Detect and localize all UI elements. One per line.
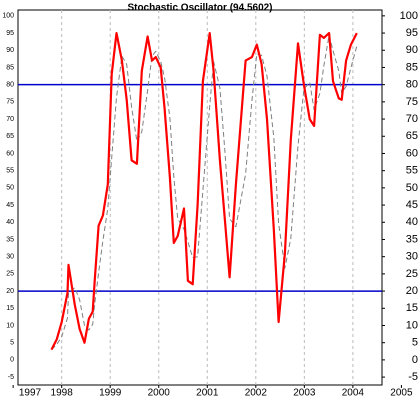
y-tick-label-left: 85: [6, 64, 14, 71]
y-tick-label-right: 85: [406, 61, 418, 73]
y-tick-label-left: 5: [10, 340, 14, 347]
x-tick-label: 2001: [196, 388, 219, 399]
y-tick-label-right: 75: [406, 96, 418, 108]
x-tick-label: 2003: [293, 388, 316, 399]
x-tick-label: 2000: [148, 388, 171, 399]
y-tick-label-right: 70: [406, 113, 418, 125]
y-tick-label-right: 35: [406, 233, 418, 245]
x-tick-label: 2005: [390, 388, 413, 399]
y-tick-label-right: 55: [406, 165, 418, 177]
series-line: [51, 34, 358, 350]
y-tick-label-right: 5: [412, 337, 418, 349]
series-line: [50, 32, 358, 351]
y-tick-label-left: 60: [6, 150, 14, 157]
y-tick-label-left: 30: [6, 254, 14, 261]
x-tick-label: 1998: [51, 388, 74, 399]
y-tick-label-left: 40: [6, 219, 14, 226]
plot-frame: [17, 9, 383, 386]
y-tick-label-right: 95: [406, 27, 418, 39]
y-tick-label-left: 90: [6, 47, 14, 54]
x-tick-label: 1997: [19, 388, 42, 399]
y-tick-label-right: 20: [406, 285, 418, 297]
y-tick-label-left: 0: [10, 357, 14, 364]
y-tick-label-left: 10: [6, 322, 14, 329]
y-tick-label-left: 35: [6, 236, 14, 243]
x-tick-label: 2004: [342, 388, 365, 399]
y-tick-label-right: 0: [412, 354, 418, 366]
y-tick-label-right: 10: [406, 319, 418, 331]
y-tick-label-right: 40: [406, 216, 418, 228]
y-tick-label-left: 75: [6, 99, 14, 106]
y-tick-label-right: 45: [406, 199, 418, 211]
y-tick-label-right: 15: [406, 302, 418, 314]
y-tick-label-left: 80: [6, 81, 14, 88]
y-tick-label-left: 25: [6, 271, 14, 278]
y-tick-label-left: 20: [6, 288, 14, 295]
y-tick-label-right: 80: [406, 79, 418, 91]
y-tick-label-right: 50: [406, 182, 418, 194]
y-tick-label-right: 65: [406, 130, 418, 142]
y-tick-label-left: -5: [8, 374, 14, 381]
y-tick-label-left: 65: [6, 133, 14, 140]
x-tick-label: 1999: [99, 388, 122, 399]
y-tick-label-left: 15: [6, 305, 14, 312]
y-tick-label-right: -5: [408, 371, 418, 383]
chart-title: Stochastic Oscillator (94.5602): [127, 3, 272, 14]
x-tick-label: 2002: [245, 388, 268, 399]
y-tick-label-left: 70: [6, 116, 14, 123]
y-tick-label-right: 30: [406, 251, 418, 263]
y-tick-label-left: 55: [6, 168, 14, 175]
y-tick-label-left: 100: [2, 13, 14, 20]
y-tick-label-right: 60: [406, 147, 418, 159]
y-tick-label-right: 90: [406, 44, 418, 56]
y-tick-label-right: 100: [400, 10, 418, 22]
y-tick-label-left: 45: [6, 202, 14, 209]
y-tick-label-left: 95: [6, 30, 14, 37]
y-tick-label-left: 50: [6, 185, 14, 192]
y-tick-label-right: 25: [406, 268, 418, 280]
